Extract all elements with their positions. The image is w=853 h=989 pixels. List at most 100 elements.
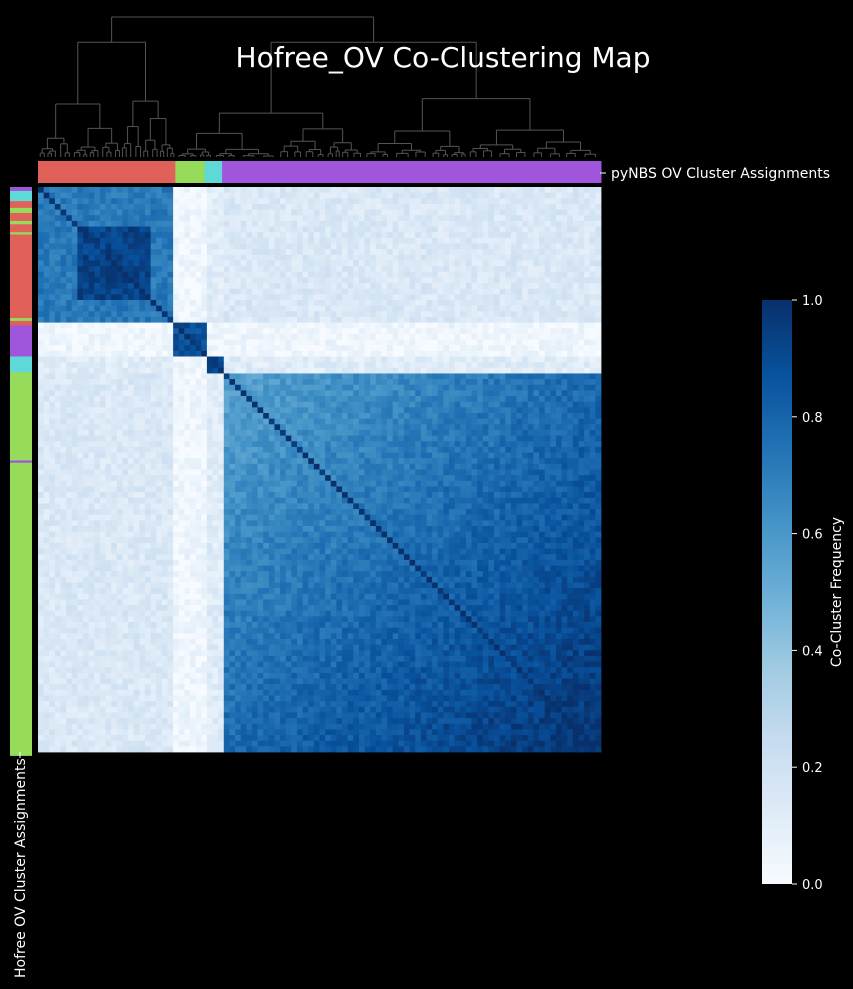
heatmap-cell: [561, 237, 568, 244]
heatmap-cell: [139, 396, 146, 403]
heatmap-cell: [364, 249, 371, 256]
heatmap-cell: [499, 220, 506, 227]
heatmap-cell: [167, 271, 174, 278]
heatmap-cell: [358, 407, 365, 414]
heatmap-cell: [550, 339, 557, 346]
heatmap-cell: [77, 300, 84, 307]
heatmap-cell: [370, 384, 377, 391]
heatmap-cell: [437, 300, 444, 307]
heatmap-cell: [291, 435, 298, 442]
heatmap-cell: [251, 283, 258, 290]
heatmap-cell: [139, 220, 146, 227]
heatmap-cell: [83, 226, 90, 233]
heatmap-cell: [443, 407, 450, 414]
heatmap-cell: [49, 266, 56, 273]
heatmap-cell: [105, 396, 112, 403]
heatmap-cell: [116, 441, 123, 448]
heatmap-cell: [116, 237, 123, 244]
heatmap-cell: [190, 198, 197, 205]
heatmap-cell: [398, 401, 405, 408]
heatmap-cell: [66, 305, 73, 312]
heatmap-cell: [150, 396, 157, 403]
heatmap-cell: [572, 237, 579, 244]
heatmap-cell: [505, 266, 512, 273]
heatmap-cell: [83, 187, 90, 194]
heatmap-cell: [387, 260, 394, 267]
heatmap-cell: [302, 226, 309, 233]
heatmap-cell: [66, 401, 73, 408]
heatmap-cell: [296, 226, 304, 233]
heatmap-cell: [561, 429, 568, 436]
heatmap-cell: [420, 232, 427, 239]
heatmap-cell: [589, 283, 596, 290]
heatmap-cell: [178, 187, 185, 194]
heatmap-cell: [99, 260, 106, 267]
heatmap-cell: [437, 237, 444, 244]
heatmap-cell: [38, 198, 45, 205]
heatmap-cell: [77, 220, 84, 227]
heatmap-cell: [510, 328, 517, 335]
heatmap-cell: [465, 339, 472, 346]
heatmap-cell: [443, 384, 450, 391]
heatmap-cell: [38, 203, 45, 210]
heatmap-cell: [409, 249, 416, 256]
heatmap-cell: [370, 333, 377, 340]
heatmap-cell: [246, 339, 253, 346]
heatmap-cell: [66, 254, 73, 261]
heatmap-cell: [325, 435, 332, 442]
heatmap-cell: [387, 192, 394, 199]
heatmap-cell: [589, 362, 596, 369]
heatmap-cell: [156, 362, 163, 369]
heatmap-cell: [533, 237, 540, 244]
heatmap-cell: [223, 407, 230, 414]
heatmap-cell: [342, 390, 349, 397]
heatmap-cell: [111, 311, 118, 318]
heatmap-cell: [54, 249, 61, 256]
heatmap-cell: [381, 418, 388, 425]
heatmap-cell: [280, 266, 287, 273]
heatmap-cell: [229, 362, 236, 369]
heatmap-cell: [201, 413, 208, 420]
heatmap-cell: [494, 429, 501, 436]
heatmap-cell: [482, 435, 489, 442]
heatmap-cell: [381, 356, 388, 363]
heatmap-cell: [364, 215, 371, 222]
heatmap-cell: [49, 277, 56, 284]
heatmap-cell: [223, 300, 230, 307]
heatmap-cell: [584, 249, 591, 256]
heatmap-cell: [257, 209, 264, 216]
heatmap-cell: [83, 328, 90, 335]
heatmap-cell: [448, 345, 456, 352]
heatmap-cell: [454, 237, 461, 244]
heatmap-cell: [499, 215, 506, 222]
heatmap-cell: [589, 373, 596, 380]
heatmap-cell: [190, 413, 197, 420]
heatmap-cell: [448, 215, 456, 222]
heatmap-cell: [510, 424, 517, 431]
heatmap-cell: [195, 226, 202, 233]
heatmap-cell: [415, 429, 422, 436]
heatmap-cell: [195, 441, 202, 448]
heatmap-cell: [426, 254, 433, 261]
heatmap-cell: [66, 384, 73, 391]
heatmap-cell: [178, 237, 185, 244]
heatmap-cell: [494, 249, 501, 256]
heatmap-cell: [212, 249, 219, 256]
heatmap-cell: [263, 401, 270, 408]
heatmap-cell: [54, 384, 61, 391]
heatmap-cell: [375, 203, 382, 210]
heatmap-cell: [471, 350, 478, 357]
heatmap-cell: [229, 249, 236, 256]
heatmap-cell: [420, 271, 427, 278]
heatmap-cell: [156, 350, 163, 357]
heatmap-cell: [235, 198, 242, 205]
heatmap-cell: [195, 413, 202, 420]
heatmap-cell: [313, 356, 320, 363]
heatmap-cell: [105, 198, 112, 205]
heatmap-cell: [516, 333, 523, 340]
heatmap-cell: [291, 333, 298, 340]
heatmap-cell: [387, 390, 394, 397]
heatmap-cell: [403, 316, 410, 323]
heatmap-cell: [285, 305, 292, 312]
heatmap-cell: [235, 209, 242, 216]
